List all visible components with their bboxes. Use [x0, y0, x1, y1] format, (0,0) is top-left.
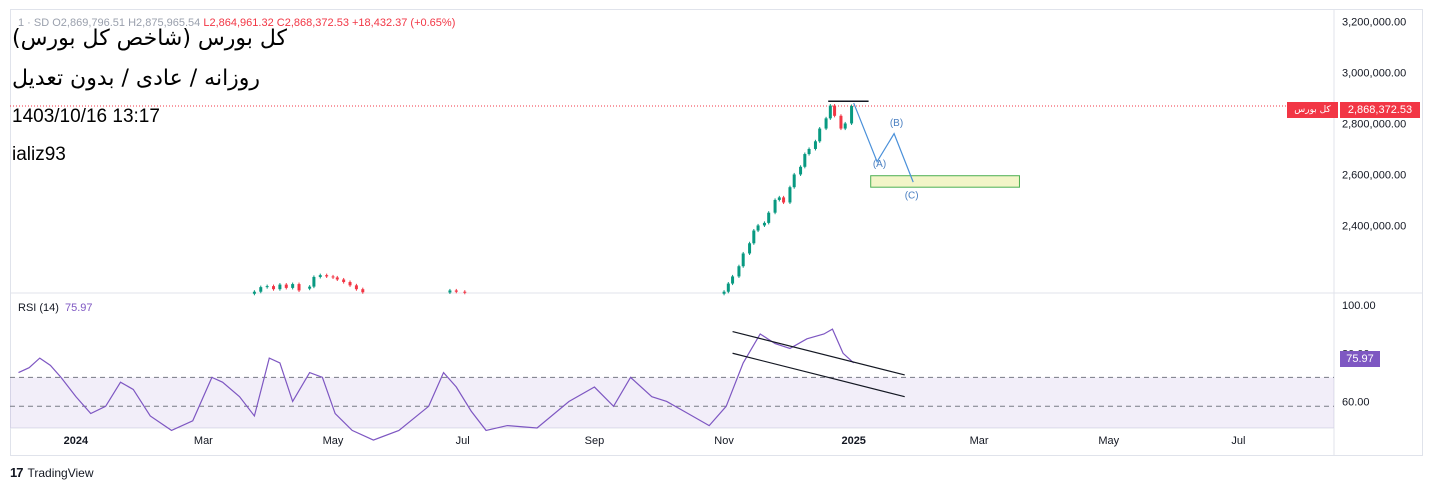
time-axis-tick: 2024 — [64, 435, 89, 447]
candle-body — [843, 123, 847, 129]
symbol-name-tag: کل بورس — [1287, 102, 1338, 118]
time-axis-tick: May — [1098, 435, 1119, 447]
chart-subtitle: روزانه / عادی / بدون تعدیل — [12, 66, 261, 91]
price-axis-tick: 2,400,000.00 — [1342, 220, 1406, 232]
target-zone-box — [870, 175, 1020, 188]
candle-body — [748, 243, 752, 254]
candle-body — [731, 276, 735, 284]
candle-body — [792, 174, 796, 188]
wave-projection-line — [853, 102, 914, 183]
wave-label: (B) — [890, 118, 903, 129]
last-price-tag: 2,868,372.53 — [1340, 102, 1420, 118]
wave-label: (C) — [905, 191, 919, 202]
candle-body — [272, 286, 276, 290]
candle-body — [312, 276, 316, 287]
ohlc-low: L2,864,961.32 — [203, 17, 274, 29]
rsi-axis-tick: 100.00 — [1342, 300, 1376, 312]
candle-body — [722, 291, 726, 294]
candle-body — [291, 284, 295, 288]
ohlc-open: O2,869,796.51 — [52, 17, 126, 29]
rsi-axis-tick: 60.00 — [1342, 396, 1370, 408]
candle-body — [252, 291, 256, 294]
candle-body — [752, 230, 756, 244]
candle-body — [803, 154, 807, 167]
time-axis-tick: Mar — [194, 435, 213, 447]
rsi-legend-value: 75.97 — [64, 302, 93, 314]
candle-body — [354, 285, 358, 290]
candle-body — [348, 282, 352, 286]
price-axis-tick: 2,600,000.00 — [1342, 169, 1406, 181]
candle-body — [788, 187, 792, 203]
candle-body — [278, 284, 282, 290]
candle-body — [463, 291, 467, 293]
candle-body — [726, 283, 730, 292]
candle-body — [833, 105, 837, 116]
price-axis-tick: 2,800,000.00 — [1342, 118, 1406, 130]
rsi-legend: RSI (14) 75.97 — [18, 302, 93, 314]
time-axis-tick: Jul — [1231, 435, 1245, 447]
candle-body — [818, 128, 822, 142]
time-axis-tick: Sep — [585, 435, 605, 447]
candle-body — [331, 276, 335, 278]
candle-body — [850, 106, 854, 124]
price-axis-tick: 3,200,000.00 — [1342, 16, 1406, 28]
candle-body — [335, 277, 339, 280]
rsi-channel-lower — [732, 352, 905, 398]
time-axis-tick: Jul — [456, 435, 470, 447]
rsi-last-value-tag: 75.97 — [1340, 351, 1380, 367]
candle-body — [813, 141, 817, 149]
candle-body — [777, 197, 781, 200]
candle-body — [799, 166, 803, 175]
candle-body — [325, 275, 329, 277]
candle-body — [265, 286, 269, 288]
candle-body — [361, 289, 365, 293]
candle-body — [318, 275, 322, 277]
candle-body — [824, 118, 828, 129]
candle-body — [448, 290, 452, 293]
ohlc-readout: 1 · SD O2,869,796.51 H2,875,965.54 L2,86… — [18, 17, 455, 29]
candle-body — [828, 105, 832, 119]
candle-body — [259, 287, 263, 292]
candle-body — [767, 212, 771, 223]
candle-body — [773, 199, 777, 213]
chart-datetime: 1403/10/16 13:17 — [12, 106, 160, 127]
ohlc-change: +18,432.37 (+0.65%) — [352, 17, 456, 29]
ohlc-lead: 1 · SD — [18, 17, 50, 29]
candle-body — [762, 222, 766, 226]
wave-label: (A) — [873, 159, 886, 170]
candle-body — [308, 286, 312, 289]
ohlc-close: C2,868,372.53 — [276, 17, 349, 29]
chart-author: ializ93 — [12, 144, 66, 165]
candle-body — [782, 197, 786, 203]
chart-title: کل بورس (شاخص کل بورس) — [12, 26, 288, 51]
rsi-channel-upper — [732, 330, 905, 376]
candle-body — [737, 266, 741, 277]
candle-body — [839, 115, 843, 129]
candle-body — [756, 225, 760, 231]
candle-body — [297, 284, 301, 291]
rsi-line — [18, 328, 855, 441]
time-axis-tick: Mar — [970, 435, 989, 447]
candle-body — [342, 279, 346, 283]
tradingview-brand[interactable]: 17 TradingView — [10, 465, 94, 480]
candle-body — [454, 290, 458, 292]
time-axis-tick: Nov — [714, 435, 734, 447]
rsi-band-fill — [10, 377, 1334, 428]
chart-frame — [10, 9, 1423, 456]
price-axis-tick: 3,000,000.00 — [1342, 67, 1406, 79]
rsi-legend-name: RSI (14) — [18, 302, 59, 314]
candle-body — [284, 284, 288, 288]
candle-body — [741, 253, 745, 267]
time-axis-tick: 2025 — [841, 435, 865, 447]
tradingview-name: TradingView — [27, 466, 94, 480]
time-axis-tick: May — [323, 435, 344, 447]
candle-body — [807, 148, 811, 155]
tradingview-logo-icon: 17 — [10, 465, 24, 480]
ohlc-high: H2,875,965.54 — [128, 17, 201, 29]
